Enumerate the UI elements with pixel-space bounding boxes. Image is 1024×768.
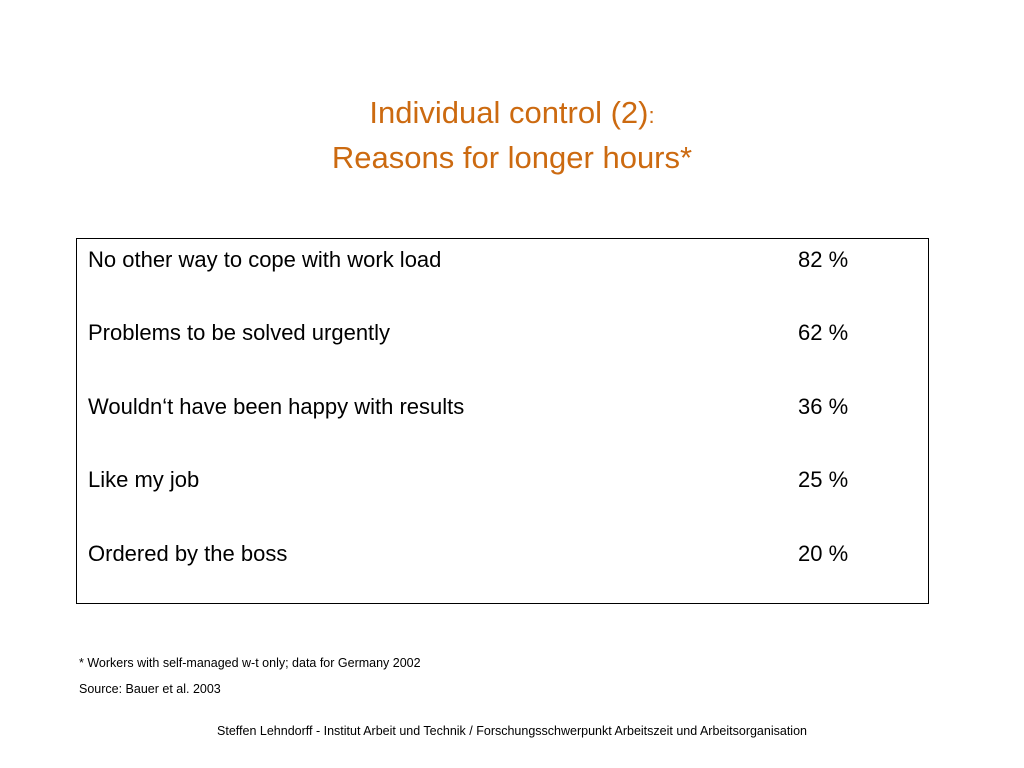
- table-row: Like my job 25 %: [77, 465, 928, 495]
- table-row: Wouldn‘t have been happy with results 36…: [77, 392, 928, 422]
- reason-percentage: 20 %: [798, 541, 849, 566]
- reason-label: Like my job: [88, 467, 200, 492]
- reason-label: Problems to be solved urgently: [88, 320, 391, 345]
- reason-percentage: 62 %: [798, 320, 849, 345]
- title-main-text: Individual control (2): [369, 95, 649, 130]
- title-colon: :: [648, 103, 655, 128]
- reason-label: Wouldn‘t have been happy with results: [88, 394, 465, 419]
- table-row: Problems to be solved urgently 62 %: [77, 318, 928, 348]
- title-line-2: Reasons for longer hours*: [331, 140, 693, 175]
- reason-label: Ordered by the boss: [88, 541, 288, 566]
- footer-credit: Steffen Lehndorff - Institut Arbeit und …: [217, 724, 807, 738]
- footnote-note: * Workers with self-managed w-t only; da…: [79, 656, 421, 670]
- reason-percentage: 82 %: [798, 247, 849, 272]
- title-line-1: Individual control (2):: [0, 92, 1024, 137]
- reason-percentage: 25 %: [798, 467, 849, 492]
- reason-percentage: 36 %: [798, 394, 849, 419]
- slide-title: Individual control (2): Reasons for long…: [0, 92, 1024, 179]
- table-row: No other way to cope with work load 82 %: [77, 245, 928, 275]
- reasons-table: No other way to cope with work load 82 %…: [76, 238, 929, 604]
- reason-label: No other way to cope with work load: [88, 247, 442, 272]
- footnote-source: Source: Bauer et al. 2003: [79, 682, 221, 696]
- table-row: Ordered by the boss 20 %: [77, 539, 928, 569]
